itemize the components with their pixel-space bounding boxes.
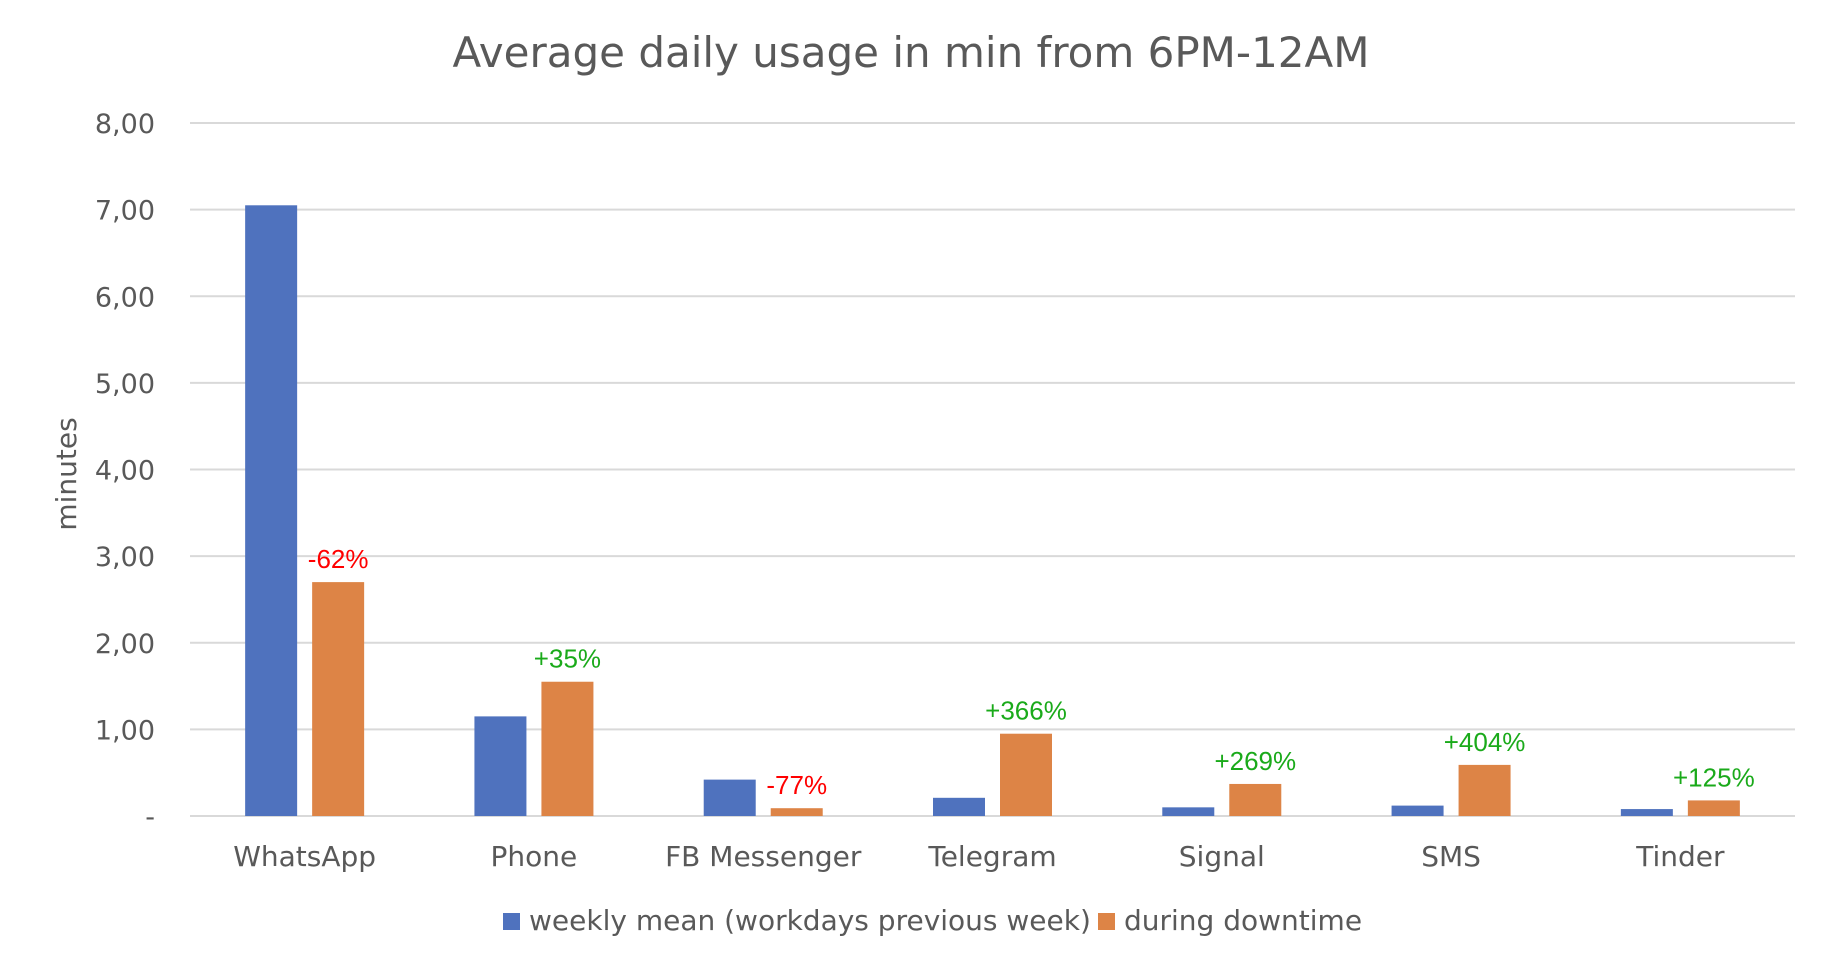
category-label-tinder: Tinder	[1635, 840, 1725, 873]
bar-tinder-series-2	[1687, 800, 1740, 816]
legend-swatch-2	[1098, 913, 1115, 930]
chart-title: Average daily usage in min from 6PM-12AM	[453, 28, 1370, 77]
y-tick-label-0: -	[145, 802, 155, 833]
bar-annotations: -62% +35% -77% +366% +269% +404% +125%	[308, 544, 1755, 800]
legend-label-1: weekly mean (workdays previous week)	[529, 904, 1091, 937]
y-tick-label-5: 5,00	[95, 369, 155, 400]
y-tick-label-1: 1,00	[95, 715, 155, 746]
gridlines	[190, 122, 1795, 817]
bar-tinder-series-1	[1620, 809, 1673, 816]
annotation-signal: +269%	[1214, 746, 1296, 776]
y-tick-label-3: 3,00	[95, 542, 155, 573]
bar-sms-series-2	[1458, 764, 1511, 816]
legend: weekly mean (workdays previous week) duri…	[503, 904, 1362, 937]
category-label-phone: Phone	[491, 840, 578, 873]
y-tick-label-6: 6,00	[95, 282, 155, 313]
annotation-phone: +35%	[534, 644, 601, 674]
annotation-sms: +404%	[1444, 727, 1526, 757]
bar-whatsapp-series-2	[312, 582, 365, 816]
category-label-signal: Signal	[1179, 840, 1265, 873]
bar-phone-series-1	[474, 716, 527, 816]
y-axis-ticks: - 1,00 2,00 3,00 4,00 5,00 6,00 7,00 8,00	[95, 109, 155, 833]
annotation-whatsapp: -62%	[308, 544, 369, 574]
x-axis-categories: WhatsApp Phone FB Messenger Telegram Signal S…	[233, 840, 1725, 873]
annotation-fb-messenger: -77%	[766, 770, 827, 800]
legend-label-2: during downtime	[1124, 904, 1362, 937]
y-tick-label-4: 4,00	[95, 456, 155, 487]
y-tick-label-8: 8,00	[95, 109, 155, 140]
bar-telegram-series-2	[1000, 733, 1052, 816]
category-label-telegram: Telegram	[927, 840, 1056, 873]
bar-signal-series-2	[1229, 783, 1282, 816]
y-axis-title: minutes	[50, 417, 83, 530]
y-tick-label-2: 2,00	[95, 629, 155, 660]
bar-phone-series-2	[541, 681, 594, 816]
category-label-whatsapp: WhatsApp	[233, 840, 376, 873]
bar-whatsapp-series-1	[245, 205, 298, 816]
bar-signal-series-1	[1162, 807, 1215, 816]
category-label-fb-messenger: FB Messenger	[665, 840, 862, 873]
bar-sms-series-1	[1391, 805, 1444, 816]
annotation-tinder: +125%	[1673, 762, 1755, 792]
bar-telegram-series-1	[933, 797, 985, 816]
bars	[245, 205, 1740, 816]
bar-fb-messenger-series-2	[770, 808, 823, 816]
annotation-telegram: +366%	[985, 696, 1067, 726]
category-label-sms: SMS	[1421, 840, 1481, 873]
y-tick-label-7: 7,00	[95, 196, 155, 227]
bar-fb-messenger-series-1	[703, 779, 756, 816]
legend-swatch-1	[503, 913, 520, 930]
